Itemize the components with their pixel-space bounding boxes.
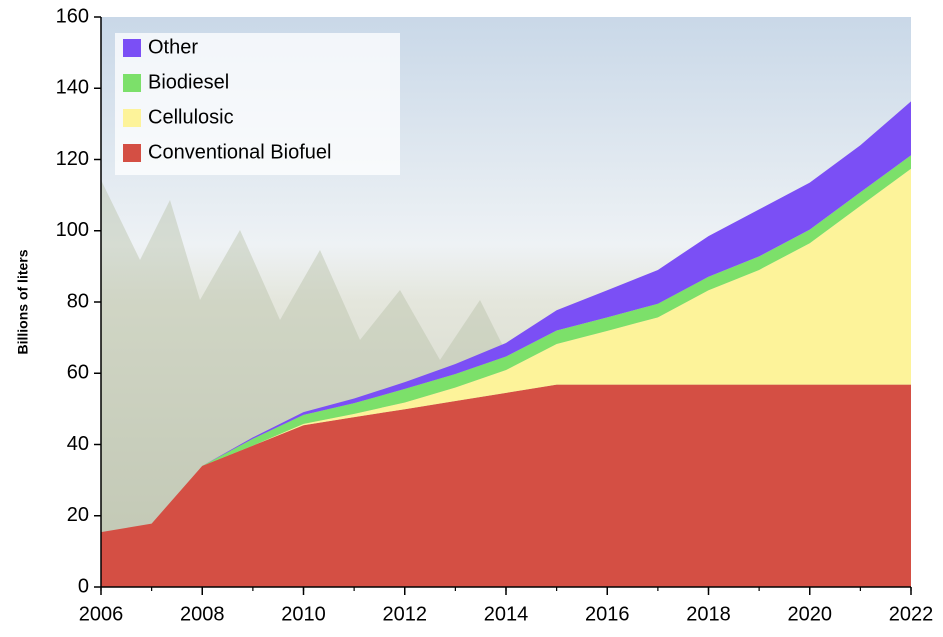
x-tick-label: 2010 [281, 603, 326, 625]
y-tick-label: 120 [56, 148, 89, 170]
legend-swatch [123, 74, 141, 92]
y-tick-label: 20 [67, 504, 89, 526]
y-tick-label: 40 [67, 433, 89, 455]
y-tick-label: 0 [78, 575, 89, 597]
area [101, 168, 911, 533]
y-tick-label: 100 [56, 219, 89, 241]
legend-swatch [123, 109, 141, 127]
legend-label: Conventional Biofuel [148, 141, 331, 163]
legend-label: Biodiesel [148, 71, 229, 93]
x-tick-label: 2006 [79, 603, 124, 625]
y-tick-label: 160 [56, 5, 89, 27]
y-tick-label: 80 [67, 290, 89, 312]
y-axis-label: Billions of liters [15, 249, 31, 354]
legend-label: Other [148, 36, 198, 58]
x-tick-label: 2008 [180, 603, 225, 625]
legend-swatch [123, 144, 141, 162]
x-tick-label: 2022 [889, 603, 934, 625]
x-tick-label: 2020 [788, 603, 833, 625]
y-tick-label: 140 [56, 77, 89, 99]
legend-label: Cellulosic [148, 106, 234, 128]
x-tick-label: 2014 [484, 603, 529, 625]
y-tick-label: 60 [67, 362, 89, 384]
x-tick-label: 2018 [686, 603, 731, 625]
legend-box [115, 33, 400, 175]
legend-swatch [123, 39, 141, 57]
x-tick-label: 2016 [585, 603, 630, 625]
area [101, 384, 911, 587]
x-tick-label: 2012 [383, 603, 428, 625]
